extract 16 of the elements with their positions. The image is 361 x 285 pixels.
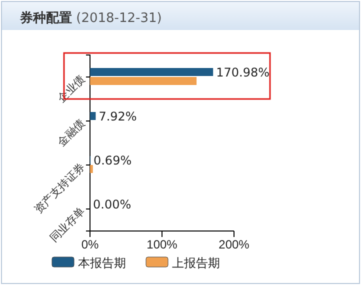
legend-label: 上报告期 (172, 256, 220, 270)
x-tick-label: 100% (146, 238, 178, 252)
bar (90, 165, 93, 173)
data-label: 7.92% (98, 110, 137, 124)
data-label: 170.98% (216, 66, 270, 80)
data-label: 0.69% (93, 154, 132, 168)
chart-subtitle: (2018-12-31) (72, 11, 162, 26)
bar (90, 112, 96, 120)
x-tick-label: 0% (81, 238, 99, 252)
chart-title: 券种配置 (19, 11, 72, 26)
data-label: 0.00% (93, 198, 132, 212)
bar (90, 68, 214, 76)
x-tick-label: 200% (218, 238, 250, 252)
y-tick-label: 金融债 (56, 117, 88, 149)
legend-label: 本报告期 (78, 256, 126, 270)
bar (90, 77, 197, 85)
